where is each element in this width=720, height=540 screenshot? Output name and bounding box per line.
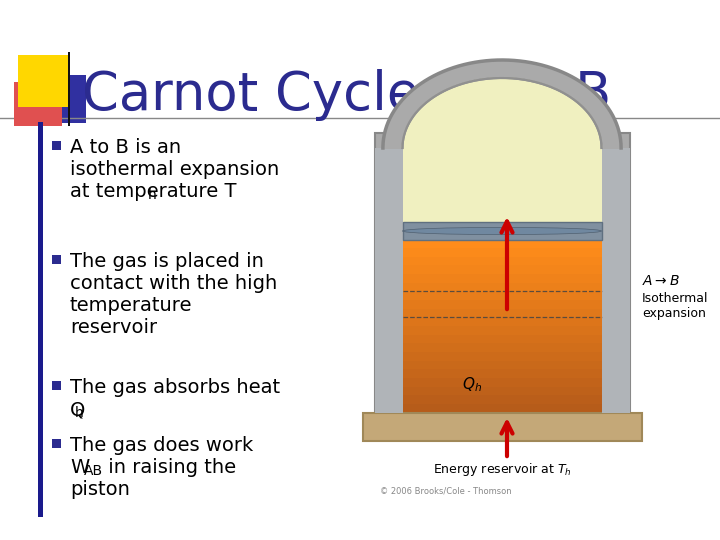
Bar — [403, 222, 602, 240]
Bar — [403, 309, 602, 319]
Bar — [403, 352, 602, 362]
Bar — [403, 257, 602, 267]
Bar — [403, 317, 602, 327]
Polygon shape — [402, 78, 601, 148]
Text: $A \rightarrow B$: $A \rightarrow B$ — [642, 274, 680, 288]
Text: A to B is an: A to B is an — [70, 138, 181, 157]
Polygon shape — [383, 60, 621, 148]
Bar — [52, 381, 61, 390]
Bar — [602, 148, 630, 413]
Bar — [363, 413, 642, 441]
Bar — [403, 274, 602, 284]
Bar — [403, 369, 602, 379]
Bar — [403, 326, 602, 336]
Bar — [52, 141, 61, 150]
Bar — [403, 265, 602, 275]
Polygon shape — [402, 78, 601, 148]
Text: © 2006 Brooks/Cole - Thomson: © 2006 Brooks/Cole - Thomson — [380, 487, 512, 496]
Text: reservoir: reservoir — [70, 318, 157, 337]
Bar — [52, 439, 61, 448]
Bar — [403, 248, 602, 258]
Bar — [403, 395, 602, 405]
Bar — [403, 283, 602, 293]
Ellipse shape — [402, 227, 601, 234]
Text: h: h — [148, 188, 157, 202]
Bar — [403, 378, 602, 388]
Text: $Q_h$: $Q_h$ — [462, 376, 482, 394]
Bar — [403, 343, 602, 353]
Bar — [403, 240, 602, 250]
Bar — [403, 300, 602, 310]
Text: The gas does work: The gas does work — [70, 436, 253, 455]
Bar — [52, 255, 61, 264]
Text: h: h — [75, 406, 84, 420]
Text: isothermal expansion: isothermal expansion — [70, 160, 279, 179]
Text: Q: Q — [70, 400, 86, 419]
Text: piston: piston — [70, 480, 130, 499]
Bar — [68, 52, 70, 126]
Text: The gas is placed in: The gas is placed in — [70, 252, 264, 271]
Bar — [375, 148, 403, 413]
Text: expansion: expansion — [642, 307, 706, 320]
Text: in raising the: in raising the — [102, 458, 236, 477]
Bar — [18, 55, 70, 107]
Text: contact with the high: contact with the high — [70, 274, 277, 293]
Text: AB: AB — [84, 464, 103, 478]
Text: Carnot Cycle, A to B: Carnot Cycle, A to B — [82, 69, 611, 121]
Bar — [403, 335, 602, 345]
Bar — [38, 122, 43, 517]
Bar — [40, 75, 86, 123]
Bar — [403, 291, 602, 301]
Bar — [403, 240, 602, 413]
Text: temperature: temperature — [70, 296, 192, 315]
Bar — [375, 133, 630, 413]
Text: at temperature T: at temperature T — [70, 182, 236, 201]
Text: W: W — [70, 458, 89, 477]
Text: Energy reservoir at $T_h$: Energy reservoir at $T_h$ — [433, 461, 572, 477]
Bar — [403, 361, 602, 371]
Bar — [403, 148, 602, 222]
Bar — [403, 387, 602, 397]
Text: Isothermal: Isothermal — [642, 293, 708, 306]
Text: The gas absorbs heat: The gas absorbs heat — [70, 378, 280, 397]
Bar — [403, 404, 602, 414]
Bar — [14, 82, 62, 126]
